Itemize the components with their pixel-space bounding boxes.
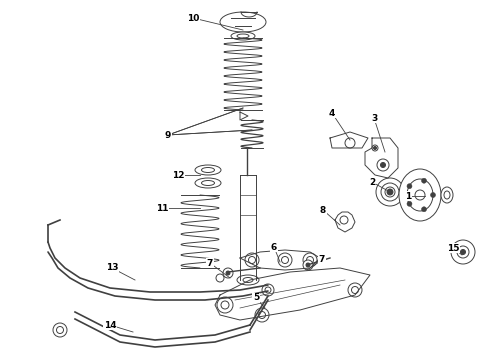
Text: 3: 3 [371,113,377,122]
Text: 10: 10 [187,14,199,23]
Circle shape [303,253,317,267]
Circle shape [385,187,395,197]
Ellipse shape [220,12,266,32]
Circle shape [307,256,314,264]
Circle shape [457,246,469,258]
Circle shape [372,145,378,151]
Ellipse shape [201,167,215,172]
Ellipse shape [265,287,271,293]
Circle shape [451,240,475,264]
Ellipse shape [53,323,67,337]
Ellipse shape [407,179,433,211]
Circle shape [387,189,393,195]
Circle shape [306,263,310,267]
Text: 14: 14 [104,320,116,329]
Circle shape [348,283,362,297]
Text: 8: 8 [320,206,326,215]
Circle shape [221,301,229,309]
Circle shape [407,201,412,206]
Circle shape [223,268,233,278]
Ellipse shape [441,187,453,203]
Ellipse shape [237,34,249,38]
Circle shape [255,308,269,322]
Circle shape [226,271,230,275]
Circle shape [431,193,436,198]
Ellipse shape [243,278,253,283]
Ellipse shape [444,191,450,199]
Ellipse shape [231,32,255,40]
Text: 13: 13 [106,264,118,273]
Circle shape [340,216,348,224]
Text: 7: 7 [207,258,213,267]
Text: 6: 6 [271,243,277,252]
Text: 4: 4 [329,108,335,117]
Circle shape [421,178,426,183]
Circle shape [216,274,224,282]
Circle shape [248,256,255,264]
Circle shape [303,260,313,270]
Circle shape [377,159,389,171]
Ellipse shape [201,180,215,185]
Text: 2: 2 [369,177,375,186]
Circle shape [217,297,233,313]
Circle shape [345,138,355,148]
Circle shape [421,207,426,212]
Text: 12: 12 [172,171,184,180]
Text: 7: 7 [319,256,325,265]
Circle shape [281,256,289,264]
Text: 11: 11 [156,203,168,212]
Ellipse shape [56,327,64,333]
Circle shape [351,287,359,293]
Circle shape [461,249,465,255]
Circle shape [278,253,292,267]
Circle shape [407,184,412,189]
Circle shape [259,311,266,319]
Ellipse shape [195,165,221,175]
Ellipse shape [262,284,274,296]
Ellipse shape [399,169,441,221]
Circle shape [381,162,386,167]
Circle shape [415,190,425,200]
Circle shape [245,253,259,267]
Text: 9: 9 [165,131,171,140]
Ellipse shape [195,178,221,188]
Circle shape [373,147,376,149]
Text: 5: 5 [253,293,259,302]
Circle shape [381,183,399,201]
Circle shape [376,178,404,206]
Text: 1: 1 [405,192,411,201]
Text: 9: 9 [165,131,171,140]
Text: 15: 15 [447,243,459,252]
Ellipse shape [237,275,259,285]
